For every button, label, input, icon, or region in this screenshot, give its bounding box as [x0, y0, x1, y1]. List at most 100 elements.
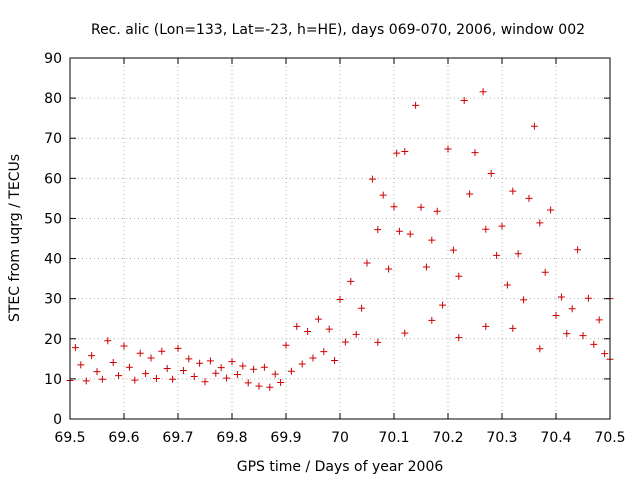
data-point — [304, 328, 312, 336]
data-point — [88, 352, 96, 360]
data-point — [179, 366, 187, 374]
data-point — [82, 377, 90, 385]
data-point — [320, 348, 328, 356]
y-tick-label: 70 — [44, 131, 62, 147]
y-axis: 0 10 20 30 40 50 60 70 80 90 — [44, 51, 610, 428]
data-point — [479, 88, 487, 96]
data-point — [455, 334, 463, 342]
data-point — [250, 365, 258, 373]
y-tick-label: 60 — [44, 171, 62, 187]
data-point — [190, 372, 198, 380]
data-point — [412, 101, 420, 109]
data-point — [98, 375, 106, 383]
data-point — [390, 203, 398, 211]
data-point — [568, 305, 576, 313]
data-point — [579, 332, 587, 340]
data-point — [563, 330, 571, 338]
data-point — [104, 337, 112, 345]
data-point — [509, 324, 517, 332]
data-point — [374, 338, 382, 346]
data-point — [152, 374, 160, 382]
data-point — [530, 122, 538, 130]
data-point — [131, 376, 139, 384]
data-point — [206, 357, 214, 365]
data-point — [255, 382, 263, 390]
data-point — [185, 355, 193, 363]
data-point — [136, 349, 144, 357]
data-point — [244, 379, 252, 387]
data-point — [368, 175, 376, 183]
y-tick-label: 30 — [44, 292, 62, 308]
data-point — [287, 367, 295, 375]
data-point — [498, 222, 506, 230]
data-point — [417, 203, 425, 211]
data-point — [520, 296, 528, 304]
data-point — [584, 294, 592, 302]
data-point — [347, 277, 355, 285]
x-tick-label: 69.6 — [108, 430, 139, 446]
data-point — [228, 358, 236, 366]
y-tick-label: 50 — [44, 211, 62, 227]
data-point — [298, 360, 306, 368]
x-tick-label: 69.8 — [216, 430, 247, 446]
data-point — [93, 368, 101, 376]
data-point — [196, 359, 204, 367]
data-point — [541, 268, 549, 276]
data-point — [428, 316, 436, 324]
x-tick-label: 70.3 — [486, 430, 517, 446]
y-tick-label: 0 — [53, 412, 62, 428]
x-tick-label: 70.1 — [378, 430, 409, 446]
data-point — [277, 378, 285, 386]
data-point — [590, 340, 598, 348]
data-point — [395, 227, 403, 235]
data-point — [466, 190, 474, 198]
data-point — [460, 97, 468, 105]
data-point — [223, 374, 231, 382]
data-point — [444, 145, 452, 153]
data-point — [401, 147, 409, 155]
x-tick-label: 70 — [331, 430, 349, 446]
data-point — [385, 265, 393, 273]
data-point — [174, 344, 182, 352]
x-tick-label: 70.2 — [432, 430, 463, 446]
data-point — [406, 230, 414, 238]
data-point — [314, 315, 322, 323]
data-point — [482, 225, 490, 233]
data-point — [271, 370, 279, 378]
data-point — [374, 226, 382, 234]
data-point — [503, 281, 511, 289]
data-point — [212, 369, 220, 377]
data-point — [393, 149, 401, 157]
y-tick-label: 80 — [44, 91, 62, 107]
x-axis: 69.5 69.6 69.7 69.8 69.9 70 70.1 70.2 70.3 70.4 70… — [54, 58, 626, 446]
data-point — [449, 246, 457, 254]
y-axis-label: STEC from uqrg / TECUs — [7, 154, 23, 322]
data-point — [422, 263, 430, 271]
data-point — [509, 187, 517, 195]
chart-title: Rec. alic (Lon=133, Lat=-23, h=HE), days… — [91, 22, 585, 38]
data-point — [309, 354, 317, 362]
data-point — [77, 361, 85, 369]
data-point — [352, 330, 360, 338]
data-point — [266, 383, 274, 391]
data-point — [379, 191, 387, 199]
data-point — [487, 170, 495, 178]
data-point — [363, 259, 371, 267]
x-tick-label: 70.5 — [594, 430, 625, 446]
data-point — [595, 316, 603, 324]
data-point — [336, 295, 344, 303]
data-point — [233, 370, 241, 378]
data-point — [169, 375, 177, 383]
data-point — [428, 236, 436, 244]
data-point — [217, 364, 225, 372]
data-point — [201, 378, 209, 386]
data-point — [547, 206, 555, 214]
x-tick-label: 70.4 — [540, 430, 571, 446]
data-point — [325, 325, 333, 333]
data-point — [514, 250, 522, 258]
data-point — [601, 350, 609, 358]
data-point — [433, 207, 441, 215]
data-point — [536, 345, 544, 353]
data-point — [293, 322, 301, 330]
